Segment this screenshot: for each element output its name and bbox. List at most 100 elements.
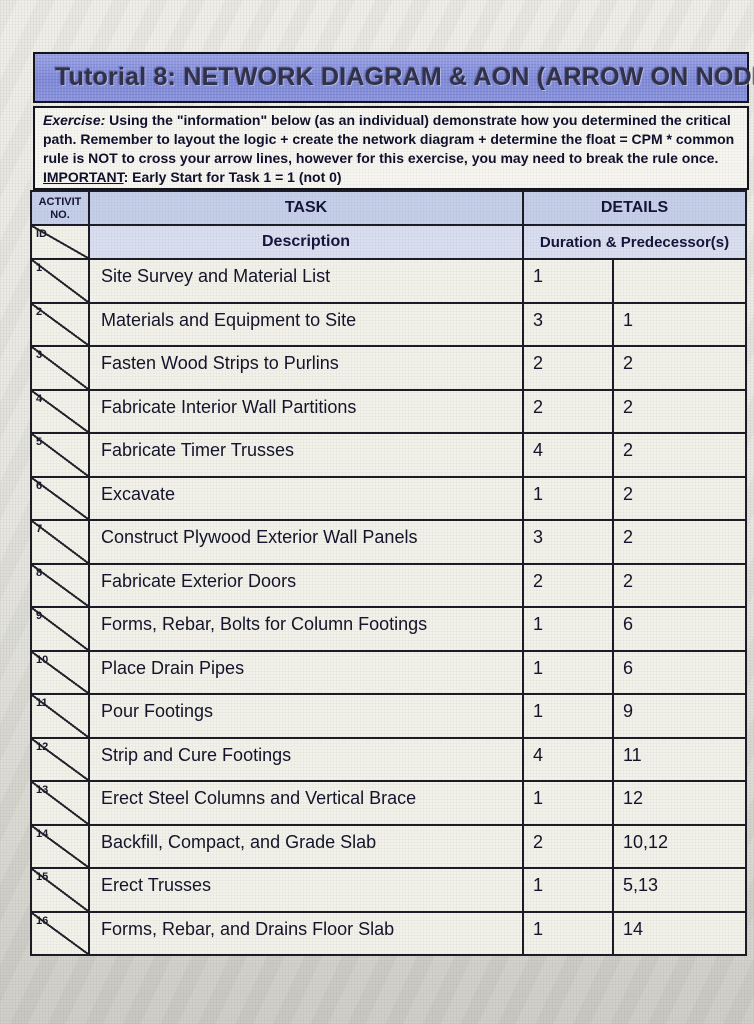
predecessor-cell: 11 bbox=[611, 736, 748, 782]
activity-id-cell: 4 bbox=[30, 388, 90, 434]
activity-id-cell: 16 bbox=[30, 910, 90, 956]
table-row: 14 Backfill, Compact, and Grade Slab 2 1… bbox=[30, 823, 748, 869]
duration-cell: 2 bbox=[522, 345, 614, 391]
task-description-cell: Strip and Cure Footings bbox=[88, 736, 524, 782]
header-row-2: ID Description Duration & Predecessor(s) bbox=[30, 224, 748, 260]
activity-id: 3 bbox=[36, 349, 43, 361]
activity-id-cell: 6 bbox=[30, 475, 90, 521]
exercise-important-label: IMPORTANT bbox=[43, 169, 124, 185]
header-id-label: ID bbox=[36, 228, 47, 240]
predecessor-cell: 5,13 bbox=[611, 867, 748, 913]
activity-id-cell: 2 bbox=[30, 301, 90, 347]
task-description-cell: Construct Plywood Exterior Wall Panels bbox=[88, 519, 524, 565]
activity-id-cell: 9 bbox=[30, 606, 90, 652]
activity-id: 13 bbox=[36, 784, 49, 796]
duration-cell: 4 bbox=[522, 736, 614, 782]
page-title: Tutorial 8: NETWORK DIAGRAM & AON (ARROW… bbox=[55, 63, 754, 91]
table-row: 13 Erect Steel Columns and Vertical Brac… bbox=[30, 780, 748, 826]
activity-id-cell: 11 bbox=[30, 693, 90, 739]
duration-cell: 1 bbox=[522, 649, 614, 695]
activity-id: 12 bbox=[36, 740, 49, 753]
table-body: 1 Site Survey and Material List 1 2 Mate… bbox=[30, 258, 748, 956]
activity-id: 1 bbox=[36, 262, 43, 274]
activity-id: 9 bbox=[36, 610, 43, 622]
exercise-lead: Exercise: bbox=[43, 112, 106, 128]
predecessor-cell: 14 bbox=[611, 910, 748, 956]
activity-id: 16 bbox=[36, 914, 49, 927]
header-description: Description bbox=[88, 224, 524, 260]
task-description-cell: Materials and Equipment to Site bbox=[88, 301, 524, 347]
table-row: 15 Erect Trusses 1 5,13 bbox=[30, 867, 748, 913]
task-description-cell: Forms, Rebar, and Drains Floor Slab bbox=[88, 910, 524, 956]
duration-cell: 1 bbox=[522, 780, 614, 826]
exercise-body: Using the "information" below (as an ind… bbox=[43, 112, 735, 166]
activity-id: 4 bbox=[36, 392, 43, 405]
activity-id: 14 bbox=[36, 827, 49, 840]
exercise-box: Exercise: Using the "information" below … bbox=[33, 106, 749, 190]
duration-cell: 1 bbox=[522, 258, 614, 304]
exercise-important-text: : Early Start for Task 1 = 1 (not 0) bbox=[123, 169, 342, 185]
table-header: ACTIVIT NO. TASK DETAILS ID Description … bbox=[30, 190, 748, 260]
table-row: 1 Site Survey and Material List 1 bbox=[30, 258, 748, 304]
task-description-cell: Backfill, Compact, and Grade Slab bbox=[88, 823, 524, 869]
activity-id-cell: 3 bbox=[30, 345, 90, 391]
activity-id: 15 bbox=[36, 871, 49, 883]
activity-id: 6 bbox=[36, 479, 43, 492]
table-row: 4 Fabricate Interior Wall Partitions 2 2 bbox=[30, 388, 748, 434]
task-description-cell: Place Drain Pipes bbox=[88, 649, 524, 695]
predecessor-cell: 2 bbox=[611, 432, 748, 478]
activity-id-cell: 13 bbox=[30, 780, 90, 826]
duration-cell: 2 bbox=[522, 823, 614, 869]
table-row: 11 Pour Footings 1 9 bbox=[30, 693, 748, 739]
activity-id: 7 bbox=[36, 523, 43, 535]
task-description-cell: Erect Trusses bbox=[88, 867, 524, 913]
duration-cell: 2 bbox=[522, 562, 614, 608]
activity-id: 10 bbox=[36, 653, 49, 666]
activity-id: 8 bbox=[36, 566, 43, 579]
table-row: 6 Excavate 1 2 bbox=[30, 475, 748, 521]
predecessor-cell: 1 bbox=[611, 301, 748, 347]
predecessor-cell: 2 bbox=[611, 519, 748, 565]
task-description-cell: Excavate bbox=[88, 475, 524, 521]
activity-id: 2 bbox=[36, 305, 43, 318]
table-row: 2 Materials and Equipment to Site 3 1 bbox=[30, 301, 748, 347]
table-row: 7 Construct Plywood Exterior Wall Panels… bbox=[30, 519, 748, 565]
table-row: 10 Place Drain Pipes 1 6 bbox=[30, 649, 748, 695]
task-description-cell: Pour Footings bbox=[88, 693, 524, 739]
table-row: 9 Forms, Rebar, Bolts for Column Footing… bbox=[30, 606, 748, 652]
predecessor-cell: 10,12 bbox=[611, 823, 748, 869]
predecessor-cell: 2 bbox=[611, 562, 748, 608]
task-description-cell: Site Survey and Material List bbox=[88, 258, 524, 304]
duration-cell: 2 bbox=[522, 388, 614, 434]
header-row-1: ACTIVIT NO. TASK DETAILS bbox=[30, 190, 748, 226]
task-description-cell: Fabricate Exterior Doors bbox=[88, 562, 524, 608]
duration-cell: 1 bbox=[522, 606, 614, 652]
activity-id-cell: 12 bbox=[30, 736, 90, 782]
task-description-cell: Fasten Wood Strips to Purlins bbox=[88, 345, 524, 391]
task-description-cell: Erect Steel Columns and Vertical Brace bbox=[88, 780, 524, 826]
table-row: 5 Fabricate Timer Trusses 4 2 bbox=[30, 432, 748, 478]
task-description-cell: Forms, Rebar, Bolts for Column Footings bbox=[88, 606, 524, 652]
predecessor-cell: 9 bbox=[611, 693, 748, 739]
duration-cell: 1 bbox=[522, 475, 614, 521]
predecessor-cell: 2 bbox=[611, 345, 748, 391]
table-row: 3 Fasten Wood Strips to Purlins 2 2 bbox=[30, 345, 748, 391]
predecessor-cell bbox=[611, 258, 748, 304]
duration-cell: 1 bbox=[522, 693, 614, 739]
header-id-cell: ID bbox=[30, 224, 90, 260]
activity-id-cell: 10 bbox=[30, 649, 90, 695]
duration-cell: 3 bbox=[522, 301, 614, 347]
activity-id-cell: 15 bbox=[30, 867, 90, 913]
predecessor-cell: 6 bbox=[611, 649, 748, 695]
predecessor-cell: 2 bbox=[611, 388, 748, 434]
predecessor-cell: 12 bbox=[611, 780, 748, 826]
activity-id-cell: 1 bbox=[30, 258, 90, 304]
header-task: TASK bbox=[88, 190, 524, 226]
header-activity-no: ACTIVIT NO. bbox=[30, 190, 90, 226]
predecessor-cell: 2 bbox=[611, 475, 748, 521]
activity-id-cell: 8 bbox=[30, 562, 90, 608]
activity-id: 11 bbox=[36, 697, 48, 709]
duration-cell: 4 bbox=[522, 432, 614, 478]
activity-id-cell: 14 bbox=[30, 823, 90, 869]
